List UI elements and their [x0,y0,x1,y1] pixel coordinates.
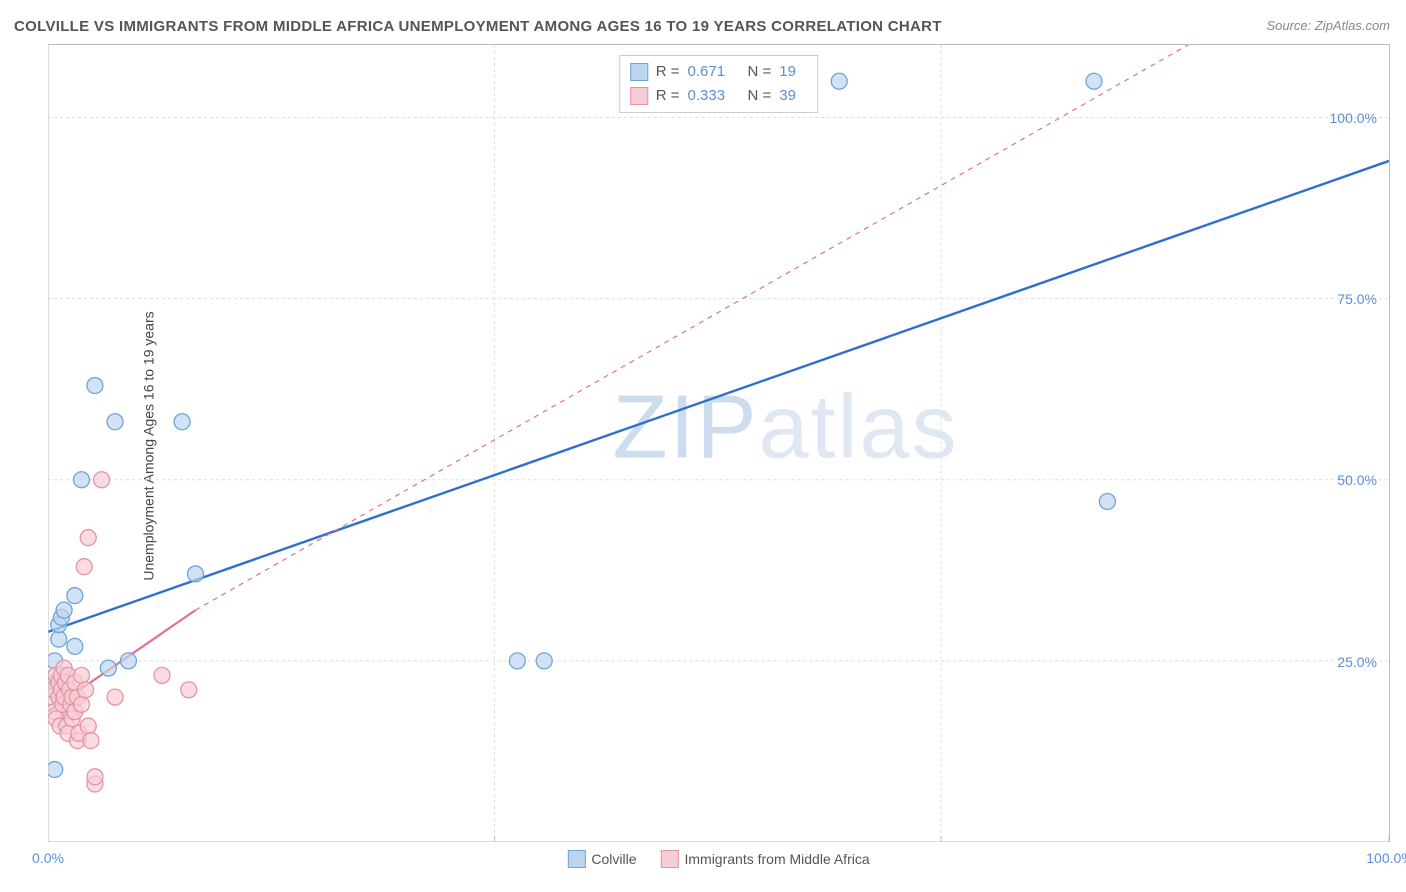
legend-swatch [630,87,648,105]
legend-swatch [660,850,678,868]
chart-title: COLVILLE VS IMMIGRANTS FROM MIDDLE AFRIC… [14,18,942,35]
source-label: Source: ZipAtlas.com [1266,18,1390,33]
legend-correlation: R =0.671N =19R =0.333N =39 [619,55,819,113]
legend-item: Colville [567,850,636,868]
legend-swatch [630,63,648,81]
legend-series: Colville Immigrants from Middle Africa [567,850,869,868]
y-tick-label: 100.0% [1330,110,1377,126]
legend-row: R =0.671N =19 [630,60,808,84]
legend-item: Immigrants from Middle Africa [660,850,869,868]
x-tick-label: 100.0% [1366,850,1406,866]
y-tick-label: 25.0% [1337,654,1377,670]
legend-swatch [567,850,585,868]
scatter-plot [48,45,1389,842]
legend-row: R =0.333N =39 [630,84,808,108]
chart-area: ZIPatlas 25.0%50.0%75.0%100.0% 0.0%100.0… [48,44,1390,842]
x-tick-label: 0.0% [32,850,64,866]
y-tick-label: 75.0% [1337,291,1377,307]
y-tick-label: 50.0% [1337,472,1377,488]
